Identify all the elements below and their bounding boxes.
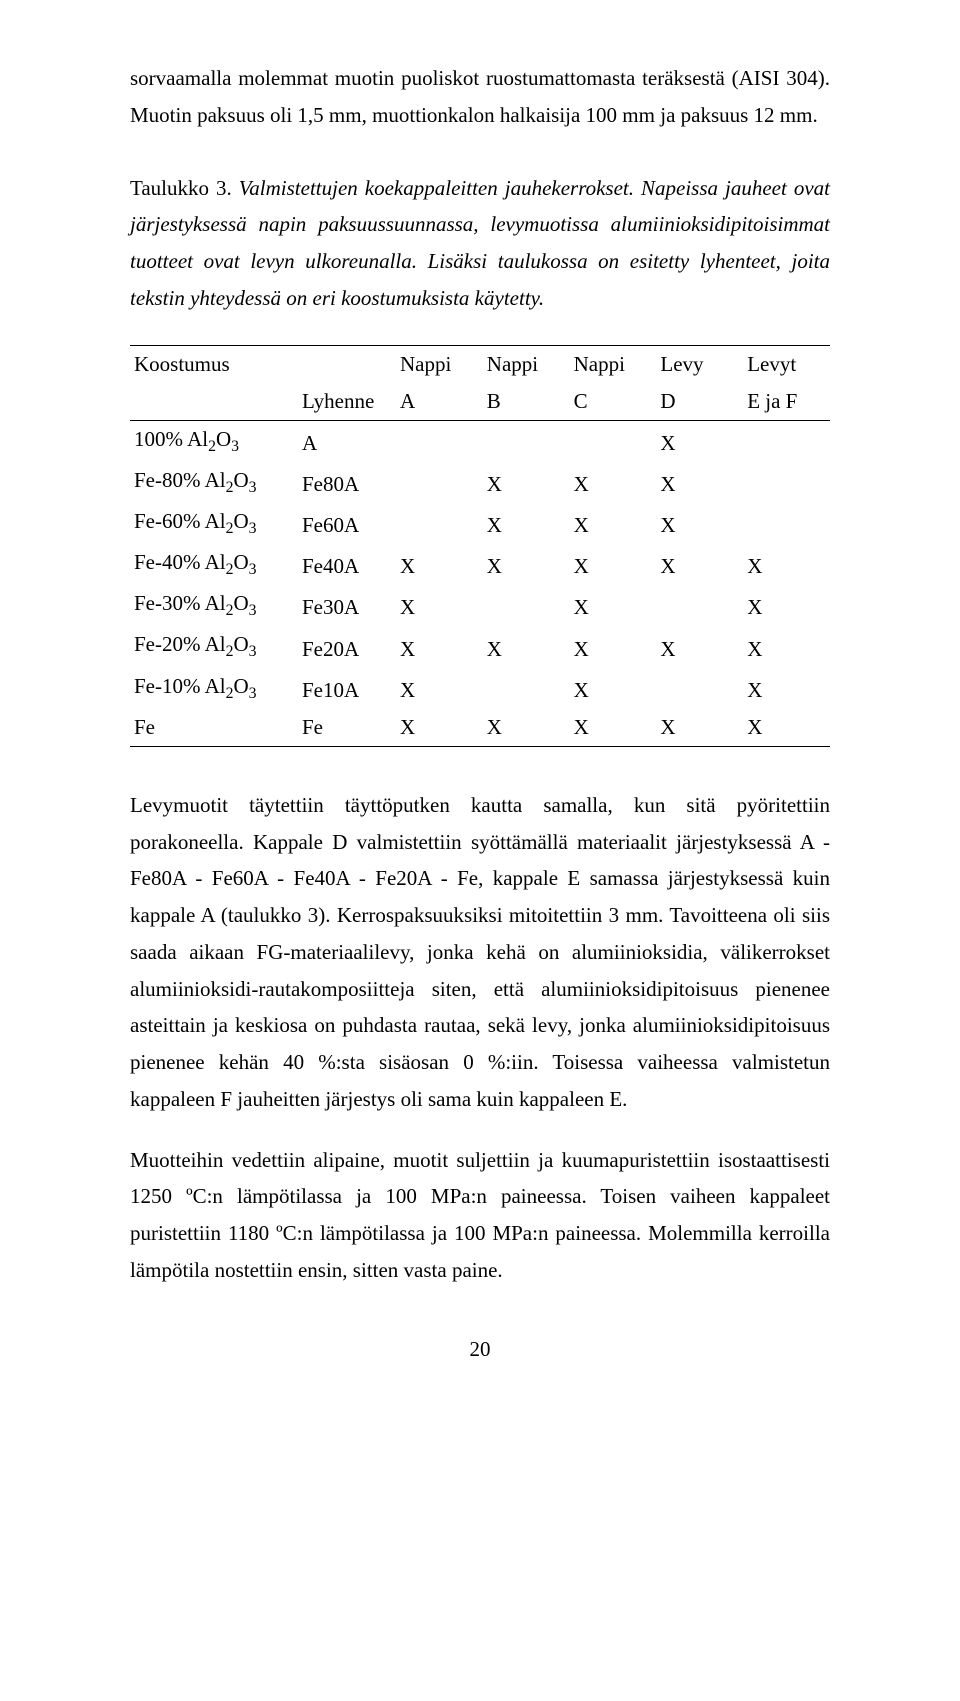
table-cell [743,420,830,462]
table-cell: X [570,462,657,503]
table-cell: X [483,626,570,667]
caption-leadin: Taulukko 3. [130,176,232,200]
th-ef: E ja F [743,383,830,421]
table-cell: Fe-20% Al2O3 [130,626,298,667]
table-cell: X [656,420,743,462]
body-paragraph: Levymuotit täytettiin täyttöputken kautt… [130,787,830,1118]
th-blank [298,345,396,383]
table-cell: X [656,503,743,544]
table-cell: X [396,668,483,709]
table-row: Fe-20% Al2O3Fe20AXXXXX [130,626,830,667]
th-d: D [656,383,743,421]
th-a: A [396,383,483,421]
table-cell: X [743,709,830,747]
table-cell: X [743,668,830,709]
table-cell: X [570,668,657,709]
th-nappi-b: Nappi [483,345,570,383]
table-cell [396,462,483,503]
table-cell [483,585,570,626]
table-cell: X [743,544,830,585]
table-cell [656,668,743,709]
table-header-row: Koostumus Nappi Nappi Nappi Levy Levyt [130,345,830,383]
body-paragraph: Muotteihin vedettiin alipaine, muotit su… [130,1142,830,1289]
table-cell: Fe60A [298,503,396,544]
table-cell [483,668,570,709]
table-cell: X [570,626,657,667]
table-cell: Fe-10% Al2O3 [130,668,298,709]
table-caption: Taulukko 3. Valmistettujen koekappaleitt… [130,170,830,317]
table-cell: X [656,462,743,503]
table-row: FeFeXXXXX [130,709,830,747]
table-cell: X [483,462,570,503]
table-cell: Fe-80% Al2O3 [130,462,298,503]
body-paragraph: sorvaamalla molemmat muotin puoliskot ru… [130,60,830,134]
composition-table: Koostumus Nappi Nappi Nappi Levy Levyt L… [130,345,830,747]
table-cell: X [483,544,570,585]
table-row: Fe-80% Al2O3Fe80AXXX [130,462,830,503]
table-cell [570,420,657,462]
th-b: B [483,383,570,421]
table-cell [743,503,830,544]
document-page: sorvaamalla molemmat muotin puoliskot ru… [0,0,960,1422]
table-cell: X [483,503,570,544]
table-cell: Fe80A [298,462,396,503]
caption-body: Valmistettujen koekappaleitten jauhekerr… [130,176,830,310]
table-cell: A [298,420,396,462]
th-koostumus: Koostumus [130,345,298,383]
table-cell: Fe [298,709,396,747]
th-sub-blank [130,383,298,421]
table-row: Fe-30% Al2O3Fe30AXXX [130,585,830,626]
table-cell: X [396,626,483,667]
th-c: C [570,383,657,421]
table-cell: X [396,585,483,626]
th-nappi-c: Nappi [570,345,657,383]
table-cell: X [570,544,657,585]
table-cell: X [483,709,570,747]
table-row: 100% Al2O3A X [130,420,830,462]
table-row: Fe-60% Al2O3Fe60AXXX [130,503,830,544]
table-cell: X [396,709,483,747]
table-cell: Fe-30% Al2O3 [130,585,298,626]
th-nappi-a: Nappi [396,345,483,383]
table-cell [396,420,483,462]
table-cell: Fe20A [298,626,396,667]
table-cell [483,420,570,462]
page-number: 20 [130,1337,830,1362]
th-levy-d: Levy [656,345,743,383]
th-lyhenne: Lyhenne [298,383,396,421]
table-cell: X [743,626,830,667]
table-cell: X [656,709,743,747]
table-cell: X [656,626,743,667]
table-cell: Fe10A [298,668,396,709]
table-cell: X [396,544,483,585]
table-cell: Fe40A [298,544,396,585]
th-levyt-ef: Levyt [743,345,830,383]
table-cell [656,585,743,626]
table-row: Fe-40% Al2O3Fe40AXXXXX [130,544,830,585]
table-header-row: Lyhenne A B C D E ja F [130,383,830,421]
table-cell: X [570,709,657,747]
table-cell [396,503,483,544]
table-cell: Fe30A [298,585,396,626]
table-cell: X [656,544,743,585]
table-row: Fe-10% Al2O3Fe10AXXX [130,668,830,709]
table-cell: X [570,585,657,626]
table-cell [743,462,830,503]
table-cell: Fe-60% Al2O3 [130,503,298,544]
table-cell: Fe-40% Al2O3 [130,544,298,585]
table-cell: 100% Al2O3 [130,420,298,462]
table-cell: X [743,585,830,626]
table-cell: Fe [130,709,298,747]
table-cell: X [570,503,657,544]
